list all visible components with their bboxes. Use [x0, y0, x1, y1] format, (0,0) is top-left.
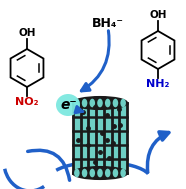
Ellipse shape: [74, 169, 80, 177]
Bar: [88, 103, 96, 173]
Bar: [73, 103, 81, 173]
Bar: [112, 103, 119, 173]
Ellipse shape: [82, 169, 87, 177]
FancyArrowPatch shape: [81, 31, 109, 91]
Ellipse shape: [113, 99, 118, 107]
Bar: [119, 103, 127, 173]
Bar: [81, 103, 88, 173]
Ellipse shape: [82, 99, 87, 107]
Ellipse shape: [105, 99, 110, 107]
Text: OH: OH: [18, 28, 36, 38]
Ellipse shape: [120, 169, 126, 177]
Text: BH₄⁻: BH₄⁻: [92, 17, 124, 30]
Bar: [96, 103, 104, 173]
Ellipse shape: [73, 97, 127, 109]
Ellipse shape: [97, 169, 103, 177]
Text: OH: OH: [149, 10, 167, 20]
FancyArrowPatch shape: [28, 150, 70, 180]
FancyArrowPatch shape: [75, 106, 83, 113]
Ellipse shape: [120, 99, 126, 107]
Ellipse shape: [89, 99, 95, 107]
Text: NH₂: NH₂: [146, 79, 170, 89]
Ellipse shape: [113, 169, 118, 177]
Text: NO₂: NO₂: [15, 97, 39, 107]
Ellipse shape: [56, 94, 80, 116]
FancyArrowPatch shape: [147, 132, 169, 172]
Ellipse shape: [105, 169, 110, 177]
Ellipse shape: [97, 99, 103, 107]
Bar: [104, 103, 112, 173]
Ellipse shape: [89, 169, 95, 177]
Ellipse shape: [73, 167, 127, 179]
Ellipse shape: [74, 99, 80, 107]
Text: e⁻: e⁻: [61, 98, 77, 112]
